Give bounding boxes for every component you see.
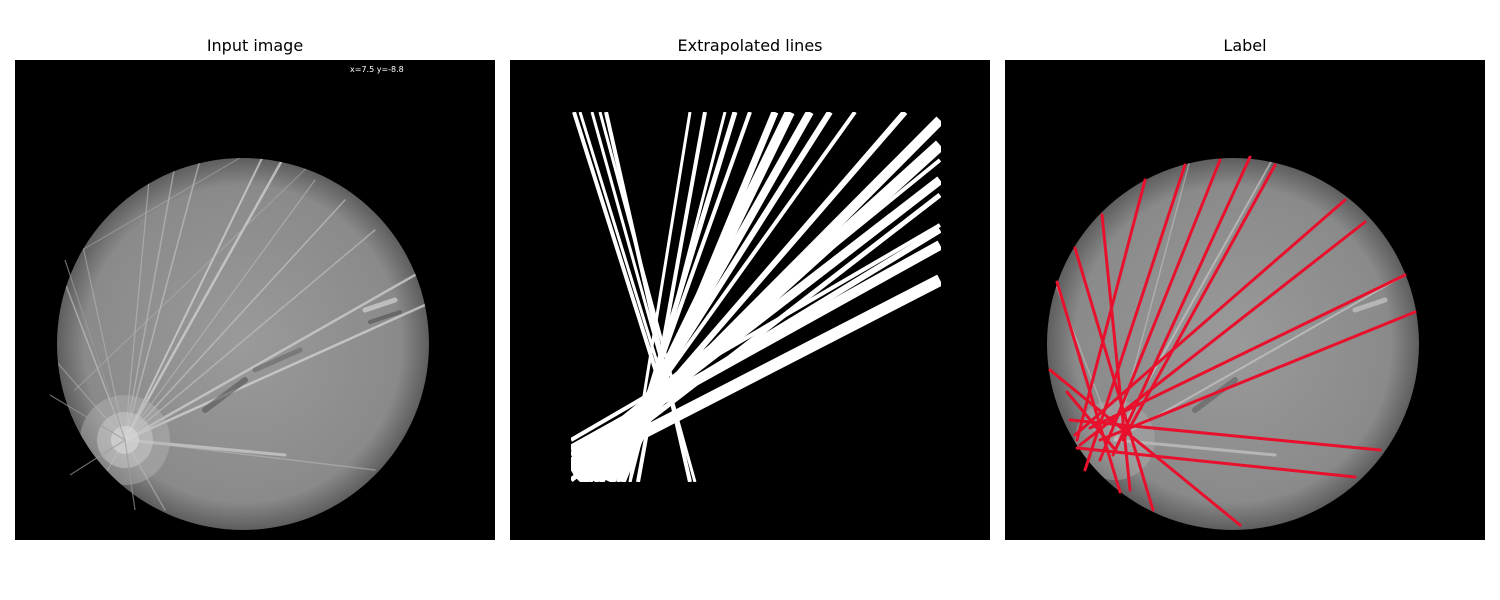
label-frame (1005, 60, 1485, 540)
label-image (1005, 60, 1485, 540)
panel-extrapolated-lines: Extrapolated lines (510, 0, 990, 600)
panel-input-image: Input image (15, 0, 495, 600)
panel-label: Label (1005, 0, 1485, 600)
extrapolated-lines-frame (510, 60, 990, 540)
input-image-frame: x=7.5 y=-8.8 (15, 60, 495, 540)
panel-title-extrapolated-lines: Extrapolated lines (510, 36, 990, 56)
line-mask-image (510, 60, 990, 540)
panel-title-input-image: Input image (15, 36, 495, 56)
input-image: x=7.5 y=-8.8 (15, 60, 495, 540)
extrapolated-line-set (571, 112, 940, 482)
panel-title-label: Label (1005, 36, 1485, 56)
coord-readout: x=7.5 y=-8.8 (350, 65, 404, 74)
